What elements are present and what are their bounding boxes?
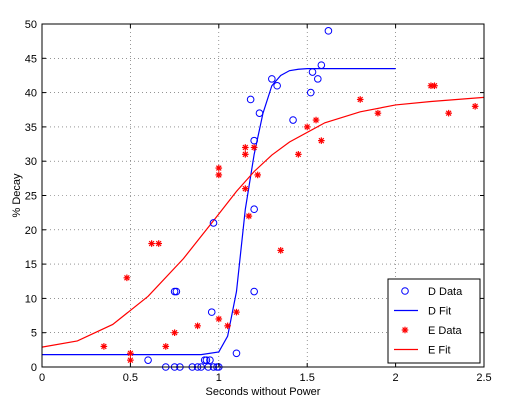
x-tick-label: 1 [216,372,222,384]
data-point [250,144,258,151]
data-point [308,68,317,76]
data-point [209,219,218,227]
data-point [148,240,155,247]
data-point [306,88,315,97]
data-point [171,329,178,336]
data-point [242,144,249,151]
y-tick-label: 5 [31,328,37,340]
data-point [242,185,249,192]
data-point [224,322,231,330]
data-point [289,116,297,124]
data-point [127,349,134,357]
data-point [123,274,131,282]
y-tick-label: 45 [25,53,37,65]
series-line-1 [42,67,396,356]
data-point [233,308,240,316]
y-tick-label: 25 [25,191,37,203]
y-tick-label: 50 [25,19,37,31]
data-point [100,343,108,350]
y-axis-label: % Decay [11,173,23,218]
data-point [303,123,311,131]
fit-lines [41,67,485,356]
data-point [277,247,284,254]
data-point [314,75,322,83]
legend-asterisk-swatch [401,326,409,334]
data-point [374,109,382,117]
data-point [215,315,223,323]
data-point [312,116,320,124]
y-tick-label: 15 [25,259,37,271]
y-tick-label: 30 [25,156,37,168]
legend-entry: E Data [428,325,463,337]
data-point [245,212,253,220]
data-point [144,356,152,364]
data-point [255,109,264,117]
y-tick-label: 0 [31,362,37,374]
legend: D Data D Fit E Data E Fit [387,278,481,364]
data-point [207,308,216,316]
data-point [273,81,281,90]
data-point [356,96,364,103]
data-point [194,322,201,330]
data-point [170,287,179,296]
data-point [202,356,211,364]
data-point [127,356,134,364]
data-point [155,240,162,247]
data-point [215,171,223,179]
x-axis-label: Seconds without Power [206,386,321,398]
x-tick-label: 1.5 [300,372,315,384]
data-point [268,75,276,83]
data-point [324,27,333,35]
data-point [250,287,258,296]
data-point [246,95,255,104]
data-point [445,109,452,117]
data-point [215,164,223,172]
data-point [250,136,258,145]
y-tick-label: 10 [25,293,37,305]
markers [100,27,479,371]
legend-entry: D Fit [428,306,451,318]
data-point [232,349,241,358]
legend-entry: E Fit [428,345,451,357]
data-point [162,343,170,350]
data-point [206,356,214,364]
x-tick-label: 2 [393,372,399,384]
data-point [318,137,325,144]
x-tick-label: 0 [39,372,45,384]
legend-circle-swatch [401,287,409,295]
x-tick-label: 2.5 [476,372,491,384]
series-line-3 [41,96,485,348]
data-point [250,205,258,214]
data-point [317,61,326,69]
legend-entry: D Data [428,286,463,298]
ticks: 0 0.5 1 1.5 2 2.5 0 5 10 15 20 25 30 35 40 45 50 [25,19,492,384]
data-point [242,151,249,158]
data-point [431,82,438,90]
data-point [254,171,261,179]
data-point [295,151,302,158]
data-point [471,103,479,110]
x-tick-label: 0.5 [123,372,138,384]
y-tick-label: 35 [25,122,37,134]
y-tick-label: 40 [25,88,37,100]
y-tick-label: 20 [25,225,37,237]
